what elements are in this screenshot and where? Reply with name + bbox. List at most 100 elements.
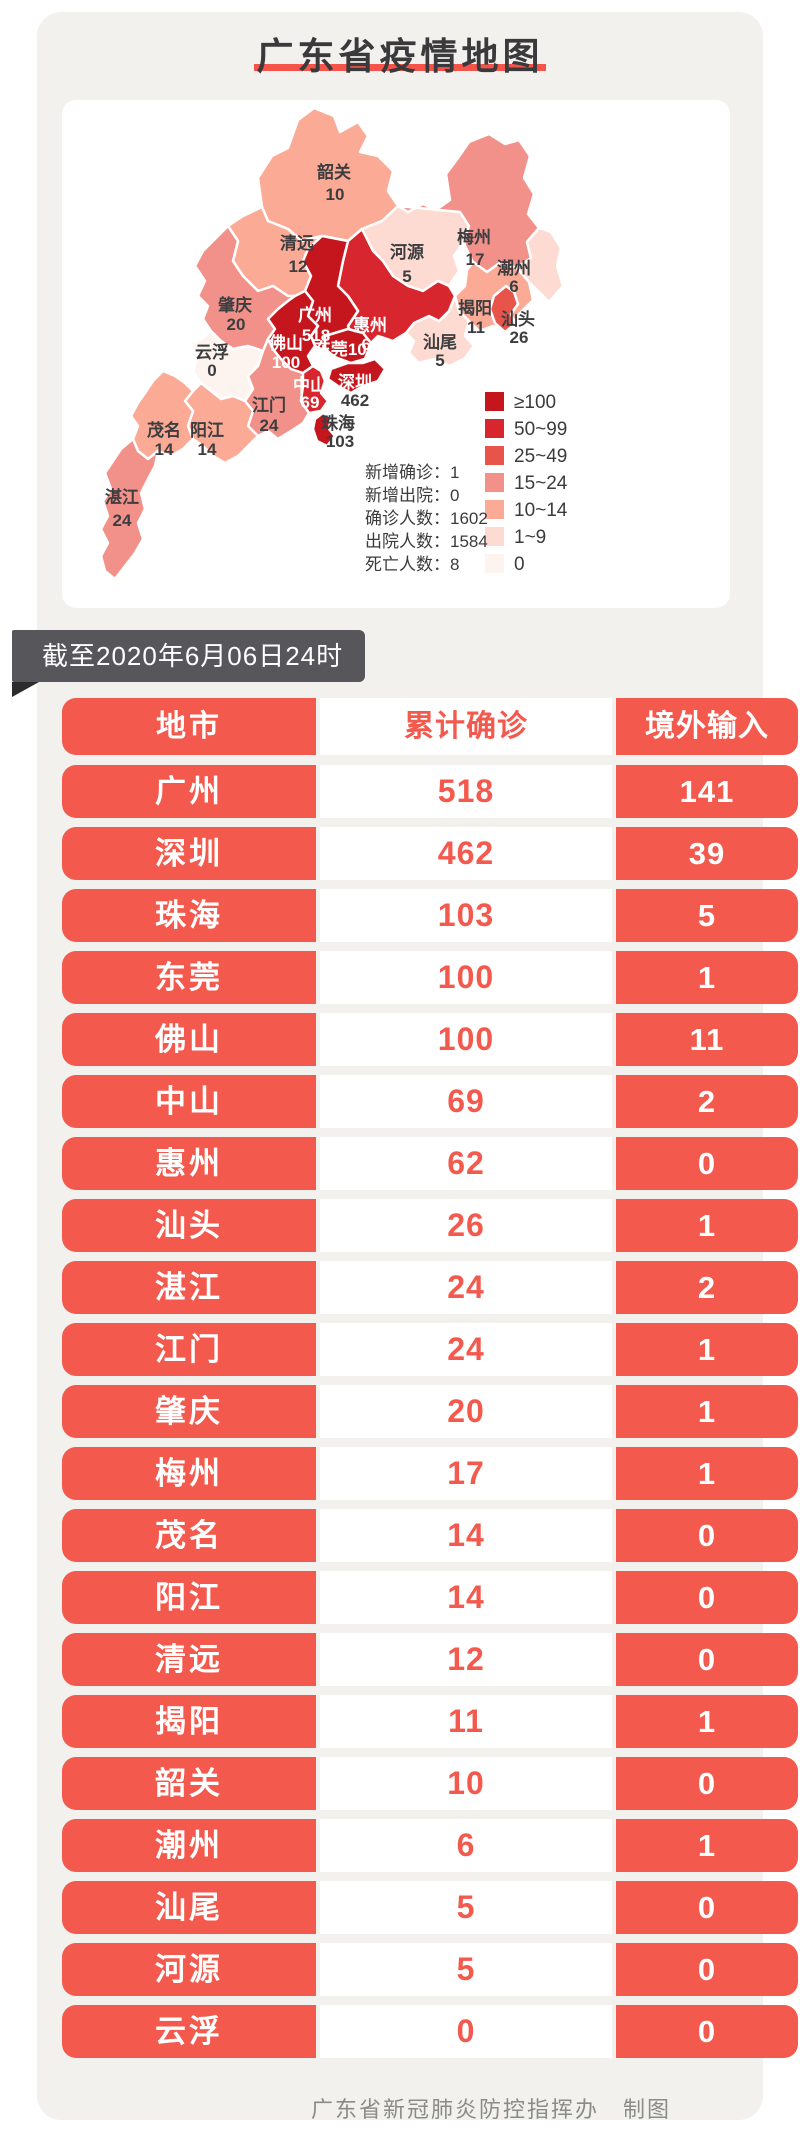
confirmed-cell: 12 <box>320 1633 612 1686</box>
map-label-zhuhai: 珠海 103 <box>321 413 355 451</box>
confirmed-cell: 518 <box>320 765 612 818</box>
imported-cell: 1 <box>616 1695 798 1748</box>
confirmed-cell: 17 <box>320 1447 612 1500</box>
stat-value: 1584 <box>450 532 488 551</box>
city-cell: 潮州 <box>62 1819 316 1872</box>
map-label-jiangmen: 江门 24 <box>252 395 286 435</box>
confirmed-cell: 20 <box>320 1385 612 1438</box>
confirmed-cell: 462 <box>320 827 612 880</box>
legend-label-15-24: 15~24 <box>514 473 568 494</box>
imported-cell: 2 <box>616 1075 798 1128</box>
confirmed-cell: 5 <box>320 1881 612 1934</box>
map-label-chaozhou: 潮州 6 <box>497 258 531 296</box>
table-row-jieyang: 揭阳 11 1 <box>62 1695 798 1748</box>
imported-cell: 1 <box>616 1385 798 1438</box>
legend-label-25-49: 25~49 <box>514 446 567 467</box>
confirmed-cell: 10 <box>320 1757 612 1810</box>
map-label-heyuan: 河源 5 <box>390 242 424 286</box>
table-row-foshan: 佛山 100 11 <box>62 1013 798 1066</box>
map-label-zhaoqing: 肇庆 20 <box>218 295 252 334</box>
stat-value: 0 <box>450 486 460 505</box>
region-dongguan <box>323 327 373 365</box>
stat-value: 1602 <box>450 509 488 528</box>
imported-cell: 0 <box>616 1633 798 1686</box>
legend-label-gte100: ≥100 <box>514 392 556 413</box>
stat-label: 出院人数： <box>365 532 450 551</box>
legend-swatch-25-49 <box>485 446 504 465</box>
city-cell: 江门 <box>62 1323 316 1376</box>
map-label-yunfu: 云浮 0 <box>195 342 229 380</box>
city-cell: 阳江 <box>62 1571 316 1624</box>
banner-fold <box>12 682 39 697</box>
map-label-huizhou: 惠州 62 <box>353 315 387 354</box>
imported-cell: 1 <box>616 1447 798 1500</box>
imported-cell: 1 <box>616 1199 798 1252</box>
imported-cell: 1 <box>616 951 798 1004</box>
legend-label-1-9: 1~9 <box>514 527 546 548</box>
confirmed-cell: 11 <box>320 1695 612 1748</box>
table-row-shantou: 汕头 26 1 <box>62 1199 798 1252</box>
table-row-zhuhai: 珠海 103 5 <box>62 889 798 942</box>
legend-swatch-50-99 <box>485 419 504 438</box>
map-card: 韶关 10 清远 12 河源 5 梅州 17 潮州 6 揭阳 11 汕头 26 汕尾 5 惠州 6… <box>62 100 730 608</box>
imported-cell: 5 <box>616 889 798 942</box>
summary-stats: 新增确诊：1 新增出院：0 确诊人数：1602 出院人数：1584 死亡人数：8 <box>365 461 488 576</box>
confirmed-cell: 62 <box>320 1137 612 1190</box>
imported-cell: 39 <box>616 827 798 880</box>
map-legend: ≥100 50~99 25~49 15~24 10~14 1~9 0 <box>485 392 568 575</box>
region-zhanjiang <box>99 437 160 581</box>
map-label-dongguan: 东莞100 <box>314 339 376 359</box>
stat-label: 死亡人数： <box>365 555 450 574</box>
imported-cell: 0 <box>616 2005 798 2058</box>
legend-swatch-15-24 <box>485 473 504 492</box>
legend-swatch-gte100 <box>485 392 504 411</box>
map-label-foshan: 佛山 100 <box>268 333 303 372</box>
map-label-shanwei: 汕尾 5 <box>423 333 457 370</box>
legend-label-50-99: 50~99 <box>514 419 567 440</box>
imported-cell: 0 <box>616 1571 798 1624</box>
city-cell: 东莞 <box>62 951 316 1004</box>
confirmed-cell: 26 <box>320 1199 612 1252</box>
map-label-yangjiang: 阳江 14 <box>190 421 224 459</box>
map-label-jieyang: 揭阳 11 <box>458 298 492 337</box>
confirmed-cell: 24 <box>320 1261 612 1314</box>
map-label-maoming: 茂名 14 <box>147 420 181 459</box>
table-row-zhanjiang: 湛江 24 2 <box>62 1261 798 1314</box>
table-row-huizhou: 惠州 62 0 <box>62 1137 798 1190</box>
legend-label-10-14: 10~14 <box>514 500 568 521</box>
imported-cell: 11 <box>616 1013 798 1066</box>
table-header-row: 地市 累计确诊 境外输入 <box>62 698 798 755</box>
imported-cell: 0 <box>616 1509 798 1562</box>
map-label-zhongshan: 中山 69 <box>293 375 327 412</box>
city-cell: 揭阳 <box>62 1695 316 1748</box>
city-cell: 肇庆 <box>62 1385 316 1438</box>
region-foshan <box>266 289 320 375</box>
header-confirmed: 累计确诊 <box>320 698 612 755</box>
city-cell: 汕头 <box>62 1199 316 1252</box>
imported-cell: 0 <box>616 1137 798 1190</box>
table-row-meizhou: 梅州 17 1 <box>62 1447 798 1500</box>
table-row-shanwei: 汕尾 5 0 <box>62 1881 798 1934</box>
confirmed-cell: 100 <box>320 1013 612 1066</box>
confirmed-cell: 6 <box>320 1819 612 1872</box>
confirmed-cell: 69 <box>320 1075 612 1128</box>
legend-swatch-0 <box>485 554 504 573</box>
stat-total-discharged: 出院人数：1584 <box>365 530 488 553</box>
table-row-qingyuan: 清远 12 0 <box>62 1633 798 1686</box>
city-cell: 汕尾 <box>62 1881 316 1934</box>
stat-total-confirmed: 确诊人数：1602 <box>365 507 488 530</box>
legend-swatch-1-9 <box>485 527 504 546</box>
imported-cell: 2 <box>616 1261 798 1314</box>
region-meizhou <box>396 132 541 274</box>
map-label-zhanjiang: 湛江 24 <box>105 487 139 530</box>
table-row-yunfu: 云浮 0 0 <box>62 2005 798 2058</box>
city-cell: 云浮 <box>62 2005 316 2058</box>
region-shenzhen <box>326 357 387 395</box>
table-row-heyuan: 河源 5 0 <box>62 1943 798 1996</box>
confirmed-cell: 14 <box>320 1509 612 1562</box>
city-cell: 梅州 <box>62 1447 316 1500</box>
stat-value: 8 <box>450 555 460 574</box>
map-label-shaoguan: 韶关 10 <box>317 162 351 204</box>
city-cell: 湛江 <box>62 1261 316 1314</box>
